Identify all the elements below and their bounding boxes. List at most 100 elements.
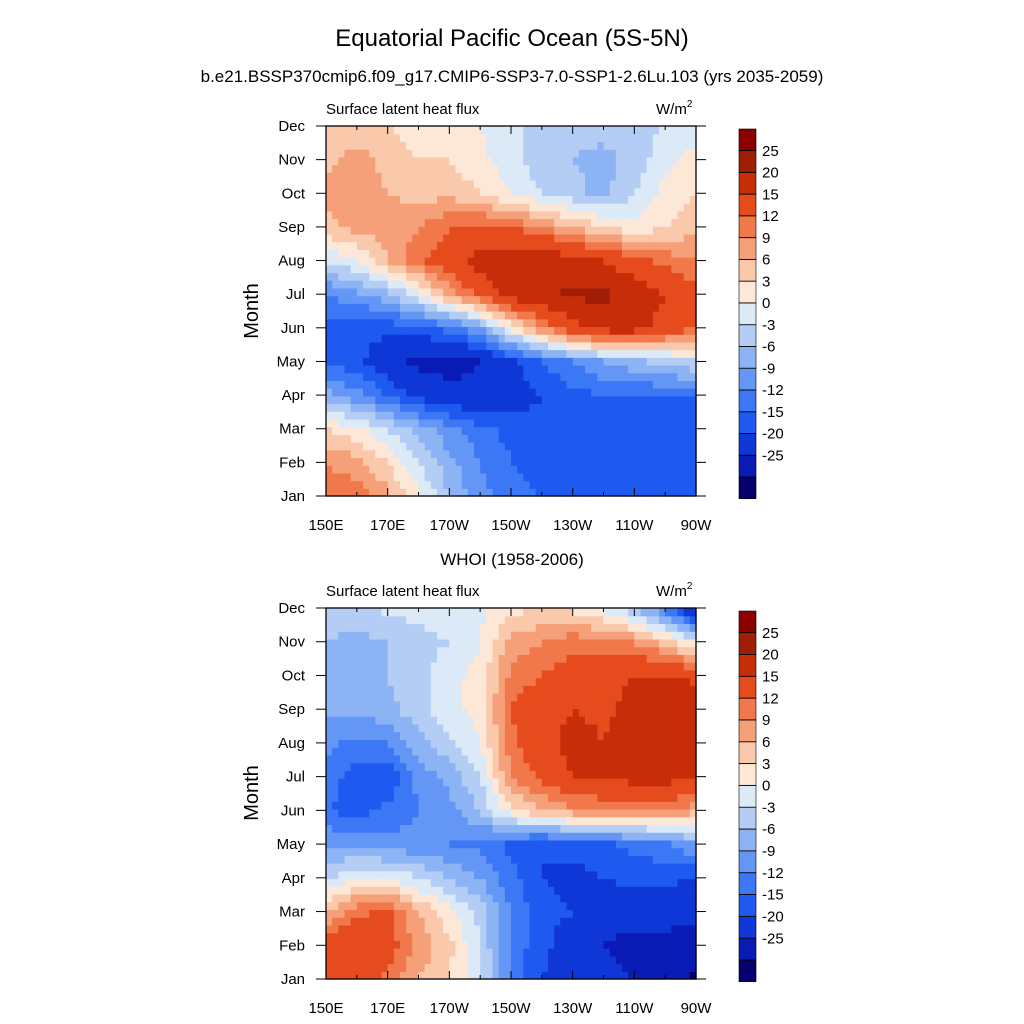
heatmap-cell (474, 963, 481, 972)
heatmap-cell (467, 149, 475, 158)
heatmap-cell (665, 164, 672, 173)
heatmap-cell (344, 203, 352, 212)
heatmap-cell (344, 241, 352, 250)
panel-variable-label: Surface latent heat flux (326, 101, 480, 118)
heatmap-cell (350, 326, 358, 335)
heatmap-cell (437, 716, 444, 725)
heatmap-cell (381, 195, 389, 204)
heatmap-cell (572, 747, 580, 756)
heatmap-cell (326, 886, 333, 895)
heatmap-cell (683, 149, 691, 158)
heatmap-cell (486, 816, 494, 826)
heatmap-cell (566, 411, 574, 420)
heatmap-cell (603, 218, 611, 227)
heatmap-cell (529, 940, 537, 949)
heatmap-cell (393, 264, 401, 274)
heatmap-cell (363, 264, 370, 274)
heatmap-cell (615, 488, 623, 497)
heatmap-cell (517, 465, 524, 474)
heatmap-cell (480, 847, 487, 856)
heatmap-cell (665, 762, 672, 771)
heatmap-cell (554, 442, 561, 451)
heatmap-cell (548, 948, 555, 957)
heatmap-cell (338, 863, 346, 872)
heatmap-cell (504, 808, 512, 818)
heatmap-cell (344, 449, 352, 459)
heatmap-cell (640, 318, 648, 328)
heatmap-cell (338, 311, 346, 320)
heatmap-cell (541, 380, 549, 389)
heatmap-cell (554, 847, 561, 856)
heatmap-cell (504, 172, 512, 181)
heatmap-cell (461, 457, 469, 466)
heatmap-cell (418, 716, 426, 725)
heatmap-cell (683, 395, 691, 405)
heatmap-cell (615, 357, 623, 366)
heatmap-cell (646, 870, 654, 880)
heatmap-cell (498, 426, 506, 435)
heatmap-cell (393, 762, 401, 771)
heatmap-cell (615, 295, 623, 304)
heatmap-cell (615, 149, 623, 158)
heatmap-cell (437, 395, 444, 405)
heatmap-cell (393, 839, 401, 849)
heatmap-cell (665, 901, 672, 911)
heatmap-cell (332, 723, 339, 733)
heatmap-cell (412, 747, 420, 756)
heatmap-cell (474, 311, 481, 320)
heatmap-cell (387, 126, 395, 135)
heatmap-cell (640, 878, 648, 887)
heatmap-cell (504, 233, 512, 243)
heatmap-cell (430, 924, 438, 934)
heatmap-cell (406, 372, 413, 381)
heatmap-cell (560, 932, 568, 941)
heatmap-cell (634, 723, 642, 733)
heatmap-cell (461, 870, 469, 880)
heatmap-cell (517, 149, 524, 158)
heatmap-cell (628, 287, 635, 297)
heatmap-cell (474, 472, 481, 482)
heatmap-cell (560, 762, 568, 771)
heatmap-cell (652, 924, 660, 934)
heatmap-cell (356, 418, 364, 428)
heatmap-cell (375, 334, 383, 343)
heatmap-cell (393, 195, 401, 204)
heatmap-cell (474, 770, 481, 779)
colorbar-box (738, 237, 757, 260)
heatmap-cell (646, 372, 654, 381)
heatmap-cell (566, 839, 574, 849)
heatmap-cell (646, 218, 654, 227)
heatmap-cell (541, 754, 549, 764)
heatmap-cell (554, 372, 561, 381)
heatmap-cell (585, 739, 592, 748)
heatmap-cell (511, 723, 518, 733)
heatmap-cell (338, 418, 346, 428)
heatmap-cell (677, 280, 685, 289)
heatmap-cell (511, 832, 518, 841)
heatmap-cell (585, 380, 592, 389)
heatmap-cell (393, 349, 401, 358)
heatmap-cell (665, 465, 672, 474)
heatmap-cell (387, 380, 395, 389)
heatmap-cell (541, 133, 549, 143)
heatmap-cell (609, 195, 617, 204)
heatmap-cell (622, 832, 629, 841)
heatmap-cell (430, 917, 438, 926)
heatmap-cell (541, 272, 549, 281)
heatmap-cell (628, 723, 635, 733)
heatmap-cell (671, 272, 679, 281)
heatmap-cell (523, 141, 531, 150)
heatmap-cell (418, 488, 426, 497)
heatmap-cell (486, 778, 494, 787)
heatmap-cell (689, 948, 697, 957)
heatmap-cell (400, 855, 407, 864)
heatmap-cell (652, 357, 660, 366)
heatmap-cell (591, 886, 598, 895)
heatmap-cell (517, 272, 524, 281)
heatmap-cell (332, 149, 339, 158)
heatmap-cell (628, 218, 635, 227)
heatmap-cell (640, 770, 648, 779)
heatmap-cell (449, 886, 457, 895)
heatmap-cell (486, 311, 494, 320)
heatmap-cell (381, 264, 389, 274)
